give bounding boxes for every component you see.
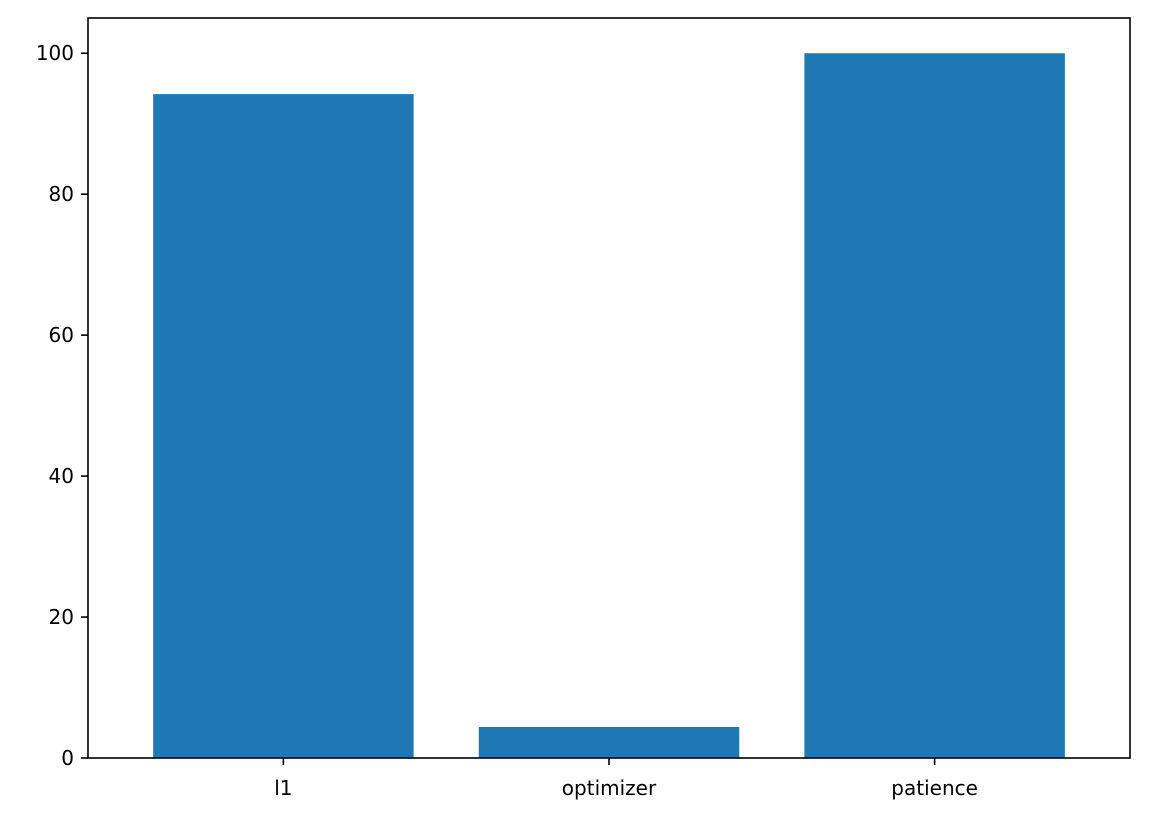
y-tick-label: 0 <box>61 746 74 770</box>
y-tick-label: 100 <box>36 41 74 65</box>
y-tick-label: 80 <box>49 182 74 206</box>
y-axis: 0 20 40 60 80 100 <box>36 41 88 770</box>
bar-l1 <box>153 94 414 759</box>
y-tick-label: 40 <box>49 464 74 488</box>
x-tick-label-optimizer: optimizer <box>562 776 657 800</box>
bar-patience <box>804 53 1065 758</box>
y-tick-label: 20 <box>49 605 74 629</box>
x-tick-label-l1: l1 <box>274 776 292 800</box>
bars-layer <box>153 53 1065 759</box>
x-axis: l1 optimizer patience <box>274 758 978 800</box>
x-tick-label-patience: patience <box>891 776 978 800</box>
y-tick-label: 60 <box>49 323 74 347</box>
bar-optimizer <box>478 726 740 758</box>
plot-frame <box>87 17 1131 759</box>
